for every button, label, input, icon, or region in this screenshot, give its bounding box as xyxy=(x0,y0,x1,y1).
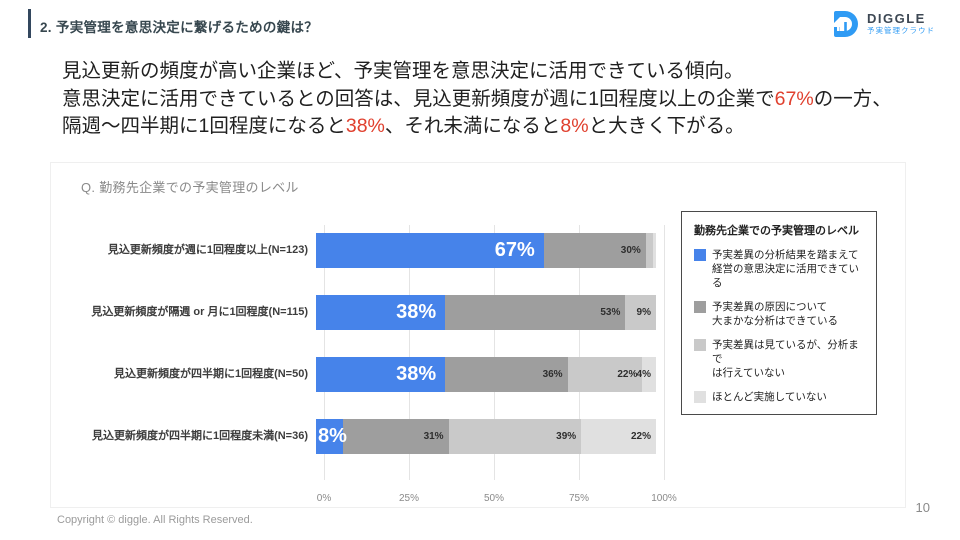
legend-label: 予実差異は見ているが、分析まで は行えていない xyxy=(712,339,859,379)
bar-segment-value: 8% xyxy=(318,425,347,447)
bar-segment-value: 39% xyxy=(556,431,577,442)
bar-segment-value: 38% xyxy=(396,301,437,323)
lead-line-3: 隔週〜四半期に1回程度になると38%、それ未満になると8%と大きく下がる。 xyxy=(62,115,745,137)
bar-segment xyxy=(645,233,653,268)
legend-swatch xyxy=(694,249,706,261)
bar-segment-value: 22% xyxy=(630,431,651,442)
bar-segment xyxy=(652,233,656,268)
x-axis-tick-label: 50% xyxy=(483,493,505,504)
bar-segment: 38% xyxy=(316,357,446,392)
stacked-bar-chart: 見込更新頻度が週に1回程度以上(N=123) 67% 30% 見込更新頻度が隔週 or… xyxy=(61,225,681,504)
legend-label: 予実差異の分析結果を踏まえて 経営の意思決定に活用できている xyxy=(712,249,859,289)
lead-paragraph: 見込更新の頻度が高い企業ほど、予実管理を意思決定に活用できている傾向。 意思決定… xyxy=(62,58,892,141)
legend-item: 予実差異の分析結果を踏まえて 経営の意思決定に活用できている xyxy=(694,248,866,290)
gridline xyxy=(579,225,580,480)
bar-segment: 30% xyxy=(543,233,646,268)
copyright-text: Copyright © diggle. All Rights Reserved. xyxy=(57,514,253,526)
bar-category-label: 見込更新頻度が四半期に1回程度(N=50) xyxy=(113,368,308,380)
bar-segment-value: 31% xyxy=(423,431,444,442)
bar-track: 38% 36% 22% 4% xyxy=(316,357,656,392)
bar-track: 38% 53% 9% xyxy=(316,295,656,330)
bar-row: 見込更新頻度が四半期に1回程度(N=50) 38% 36% 22% 4% xyxy=(61,357,681,392)
bar-segment: 31% xyxy=(343,419,449,454)
bar-segment: 39% xyxy=(448,419,582,454)
bar-segment: 9% xyxy=(625,295,656,330)
legend-label: 予実差異の原因について 大まかな分析はできている xyxy=(712,301,838,327)
diggle-logo-name: DIGGLE xyxy=(867,11,926,26)
plot-gridlines xyxy=(324,225,665,480)
legend-swatch xyxy=(694,391,706,403)
gridline xyxy=(494,225,495,480)
bar-segment: 22% xyxy=(567,357,643,392)
x-axis-tick-label: 75% xyxy=(568,493,590,504)
bar-category-label: 見込更新頻度が隔週 or 月に1回程度(N=115) xyxy=(91,306,308,318)
x-axis: 0% 25% 50% 75% 100% xyxy=(317,493,677,509)
bar-segment-value: 4% xyxy=(636,369,651,380)
diggle-logo-icon xyxy=(834,11,858,37)
bar-segment: 8% xyxy=(316,419,347,454)
legend-item: 予実差異の原因について 大まかな分析はできている xyxy=(694,300,866,328)
bar-segment-value: 9% xyxy=(636,307,651,318)
legend-item: ほとんど実施していない xyxy=(694,390,866,404)
bar-segment: 67% xyxy=(316,233,544,268)
lead-line-2: 意思決定に活用できているとの回答は、見込更新頻度が週に1回程度以上の企業で67%… xyxy=(62,87,892,110)
bar-category-label: 見込更新頻度が週に1回程度以上(N=123) xyxy=(107,244,308,256)
diggle-logo-subtitle: 予実管理クラウド xyxy=(867,26,935,35)
page-number: 10 xyxy=(915,500,930,515)
bar-category-label: 見込更新頻度が四半期に1回程度未満(N=36) xyxy=(91,430,308,442)
bar-segment-value: 36% xyxy=(542,369,563,380)
highlight-38: 38% xyxy=(345,115,385,137)
legend-swatch xyxy=(694,339,706,351)
bar-track: 8% 31% 39% 22% xyxy=(316,419,656,454)
header-accent-bar xyxy=(28,9,31,38)
bar-segment: 4% xyxy=(637,357,656,392)
gridline xyxy=(664,225,665,480)
gridline xyxy=(409,225,410,480)
chart-title: Q. 勤務先企業での予実管理のレベル xyxy=(81,180,299,195)
bar-segment: 36% xyxy=(445,357,568,392)
bar-row: 見込更新頻度が隔週 or 月に1回程度(N=115) 38% 53% 9% xyxy=(61,295,681,330)
highlight-67: 67% xyxy=(774,87,814,110)
legend-items: 予実差異の分析結果を踏まえて 経営の意思決定に活用できている予実差異の原因につい… xyxy=(694,248,866,404)
bar-segment-value: 53% xyxy=(600,307,621,318)
bar-track: 67% 30% xyxy=(316,233,656,268)
legend-title: 勤務先企業での予実管理のレベル xyxy=(694,225,859,237)
bar-segment-value: 30% xyxy=(620,245,641,256)
x-axis-tick-label: 100% xyxy=(651,493,677,504)
x-axis-tick-label: 0% xyxy=(316,493,332,504)
chart-legend: 勤務先企業での予実管理のレベル 予実差異の分析結果を踏まえて 経営の意思決定に活… xyxy=(681,211,877,415)
chart-card: Q. 勤務先企業での予実管理のレベル 見込更新頻度が週に1回程度以上(N=123… xyxy=(50,162,906,508)
bar-row: 見込更新頻度が四半期に1回程度未満(N=36) 8% 31% 39% 22% xyxy=(61,419,681,454)
legend-swatch xyxy=(694,301,706,313)
bar-segment: 53% xyxy=(445,295,626,330)
gridline xyxy=(324,225,325,480)
bar-segment-value: 38% xyxy=(396,363,437,385)
diggle-logo: DIGGLE 予実管理クラウド xyxy=(832,10,935,38)
bar-segment: 38% xyxy=(316,295,446,330)
legend-label: ほとんど実施していない xyxy=(712,391,827,403)
page-title: 2. 予実管理を意思決定に繋げるための鍵は？ xyxy=(40,20,319,35)
bar-rows: 見込更新頻度が週に1回程度以上(N=123) 67% 30% 見込更新頻度が隔週 or… xyxy=(61,225,681,454)
lead-line-1: 見込更新の頻度が高い企業ほど、予実管理を意思決定に活用できている傾向。 xyxy=(62,60,744,82)
highlight-8: 8% xyxy=(560,115,589,137)
bar-segment-value: 22% xyxy=(617,369,638,380)
bar-segment: 22% xyxy=(581,419,656,454)
bar-segment-value: 67% xyxy=(494,239,535,261)
bar-row: 見込更新頻度が週に1回程度以上(N=123) 67% 30% xyxy=(61,233,681,268)
legend-item: 予実差異は見ているが、分析まで は行えていない xyxy=(694,338,866,380)
x-axis-tick-label: 25% xyxy=(398,493,420,504)
diggle-logo-text: DIGGLE 予実管理クラウド xyxy=(867,12,935,36)
